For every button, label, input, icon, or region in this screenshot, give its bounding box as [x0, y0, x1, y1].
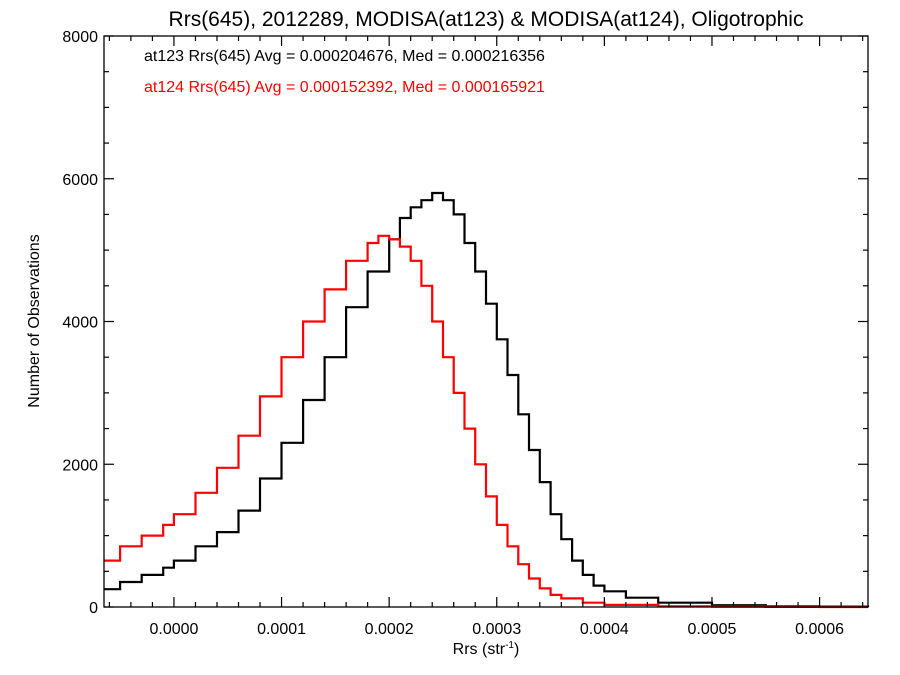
ticks-layer: 0.0000 0.0001 0.0002 0.0003 0.0004 0.0005 0.00… [62, 29, 868, 638]
x-tick-label: 0.0001 [257, 621, 306, 638]
x-axis-label: Rrs (str-1) [453, 640, 520, 658]
annotation-at123: at123 Rrs(645) Avg = 0.000204676, Med = … [144, 48, 545, 65]
x-axis-label-main: Rrs (str [453, 641, 506, 658]
series-layer [104, 191, 870, 609]
y-axis-label: Number of Observations [26, 234, 43, 407]
plot-frame [103, 35, 869, 608]
x-tick-label: 0.0006 [795, 621, 844, 638]
x-axis-label-suffix: ) [514, 641, 519, 658]
x-tick-label: 0.0000 [149, 621, 198, 638]
y-tick-label: 0 [89, 600, 98, 617]
x-tick-label: 0.0002 [365, 621, 414, 638]
y-tick-label: 2000 [62, 457, 98, 474]
x-tick-label: 0.0004 [580, 621, 629, 638]
x-tick-label: 0.0005 [688, 621, 737, 638]
y-tick-label: 8000 [62, 29, 98, 46]
series-at123-line [104, 191, 870, 608]
annotation-at124: at124 Rrs(645) Avg = 0.000152392, Med = … [144, 79, 545, 96]
x-axis-label-superscript: -1 [505, 640, 514, 651]
y-tick-label: 4000 [62, 315, 98, 332]
chart-title: Rrs(645), 2012289, MODISA(at123) & MODIS… [169, 8, 804, 31]
y-tick-label: 6000 [62, 172, 98, 189]
series-at124-line [104, 234, 868, 609]
x-tick-label: 0.0003 [472, 621, 521, 638]
